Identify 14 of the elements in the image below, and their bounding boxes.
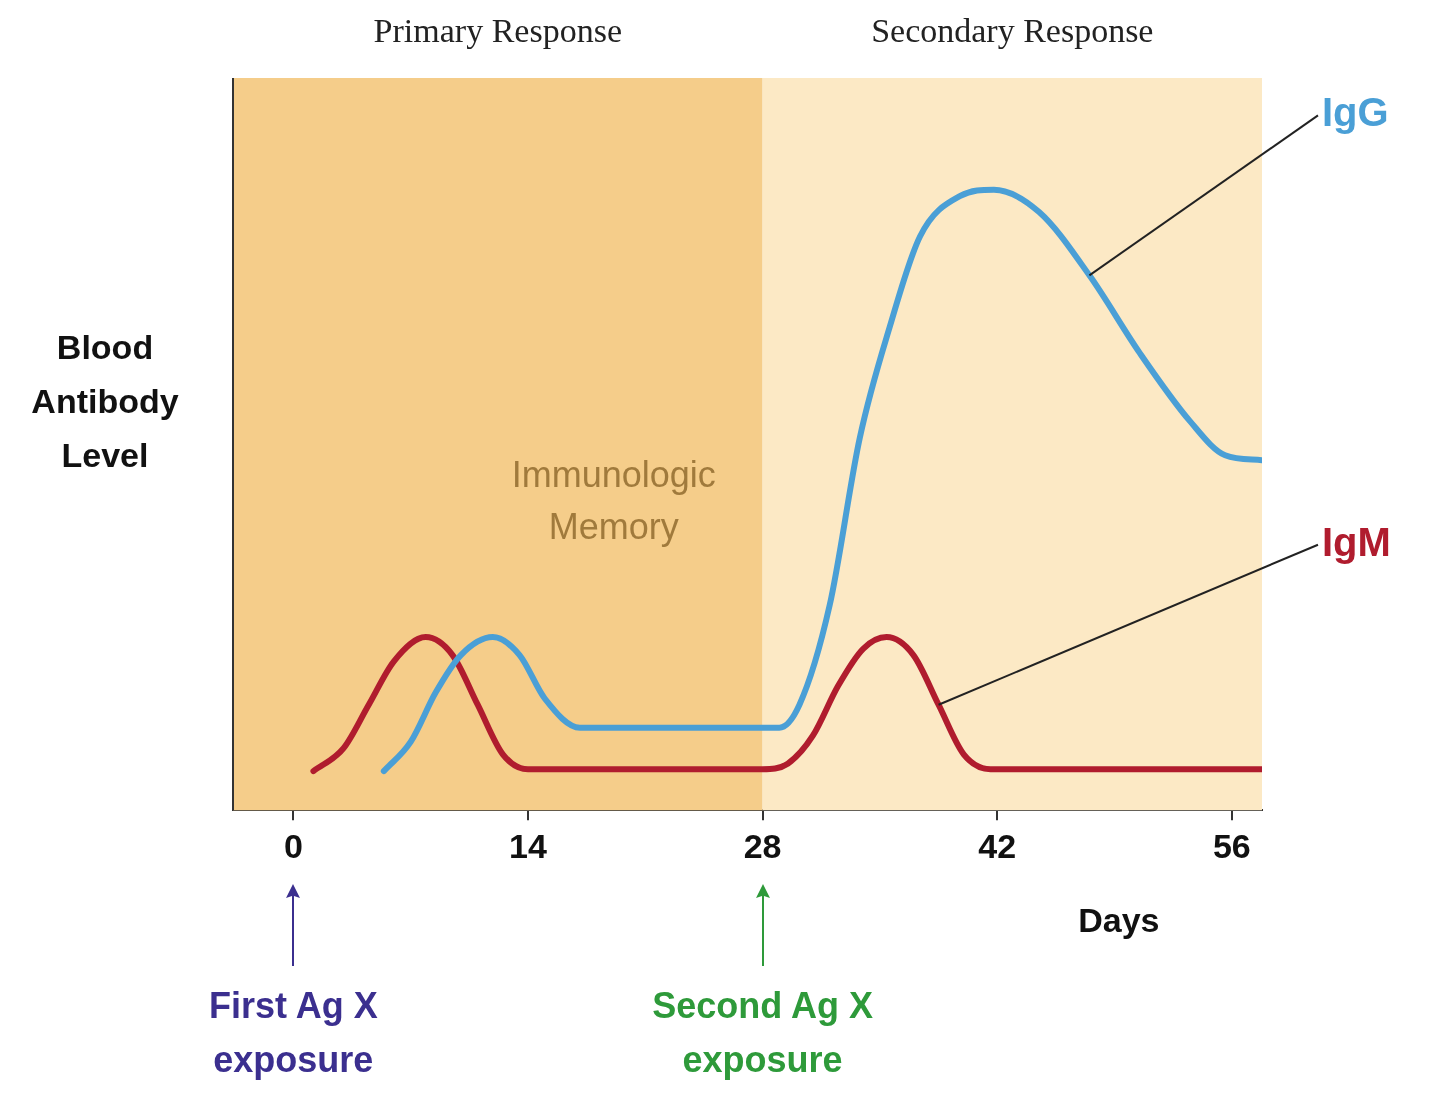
annotation: Immunologic Memory — [511, 453, 716, 547]
band-label: Secondary Response — [871, 11, 1154, 49]
text: Second Ag X exposure — [652, 985, 873, 1081]
band-label: Primary Response — [373, 11, 622, 49]
x-tick-label: 42 — [978, 826, 1017, 865]
x-axis-title: Days — [1078, 900, 1160, 939]
x-tick-label: 0 — [283, 826, 303, 865]
text: IgG — [1322, 90, 1389, 135]
x-tick-label: 56 — [1212, 826, 1251, 865]
text: IgM — [1322, 519, 1391, 564]
x-tick-label: 28 — [743, 826, 782, 865]
y-axis-title: Blood Antibody Level — [31, 328, 179, 475]
x-tick-label: 14 — [509, 826, 547, 865]
text: First Ag X exposure — [208, 985, 378, 1081]
